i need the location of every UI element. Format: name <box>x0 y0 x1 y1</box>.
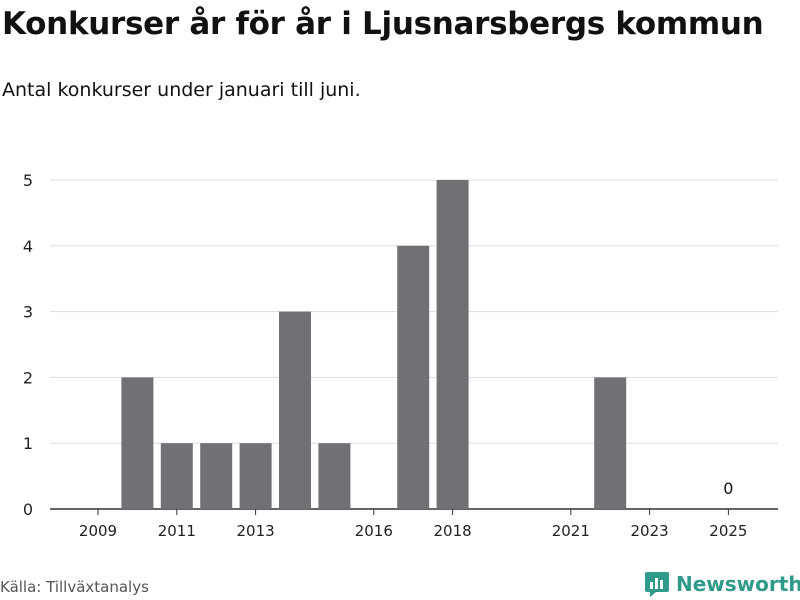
y-tick-label: 5 <box>23 171 33 190</box>
x-tick-label: 2009 <box>79 522 117 540</box>
bar-2018 <box>436 180 469 509</box>
y-tick-label: 3 <box>23 303 33 322</box>
bar-2014 <box>279 311 311 509</box>
bar-2022 <box>594 377 627 509</box>
y-tick-label: 2 <box>23 368 33 387</box>
x-tick-label: 2025 <box>709 522 747 540</box>
brand-logo[interactable]: Newsworthy <box>644 568 800 600</box>
source-note: Källa: Tillväxtanalys <box>0 578 149 596</box>
brand-name: Newsworthy <box>676 572 800 596</box>
chart-title: Konkurser år för år i Ljusnarsbergs komm… <box>2 6 764 42</box>
y-tick-label: 0 <box>23 500 33 519</box>
y-tick-label: 4 <box>23 237 33 256</box>
bar-2010 <box>121 377 154 509</box>
bar-2012 <box>200 443 233 509</box>
newsworthy-logo-icon <box>645 572 669 597</box>
x-tick-label: 2016 <box>355 522 393 540</box>
y-axis-ticks: 0 1 2 3 4 5 <box>23 171 33 519</box>
y-tick-label: 1 <box>23 434 33 453</box>
bar-2015 <box>318 443 351 509</box>
x-tick-label: 2021 <box>552 522 590 540</box>
x-tick-label: 2023 <box>631 522 669 540</box>
bar-2013 <box>239 443 272 509</box>
x-tick-label: 2013 <box>237 522 275 540</box>
x-tick-label: 2018 <box>434 522 472 540</box>
bar-2011 <box>160 443 193 509</box>
x-tick-label: 2011 <box>158 522 196 540</box>
data-labels: 0 <box>723 479 733 498</box>
data-label-2025: 0 <box>723 479 733 498</box>
bars <box>121 180 627 510</box>
x-axis-ticks: 2009 2011 2013 2016 2018 2021 2023 2025 <box>79 509 747 540</box>
chart-subtitle: Antal konkurser under januari till juni. <box>2 79 361 101</box>
bar-2017 <box>397 245 430 510</box>
